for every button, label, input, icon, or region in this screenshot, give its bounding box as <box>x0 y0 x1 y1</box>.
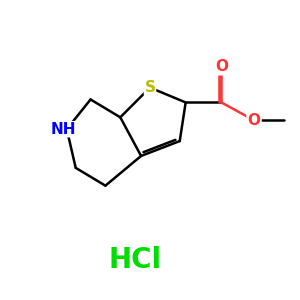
Text: O: O <box>215 59 228 74</box>
Text: S: S <box>145 80 155 95</box>
Text: O: O <box>248 113 260 128</box>
Text: HCl: HCl <box>109 246 162 274</box>
Text: NH: NH <box>51 122 76 137</box>
